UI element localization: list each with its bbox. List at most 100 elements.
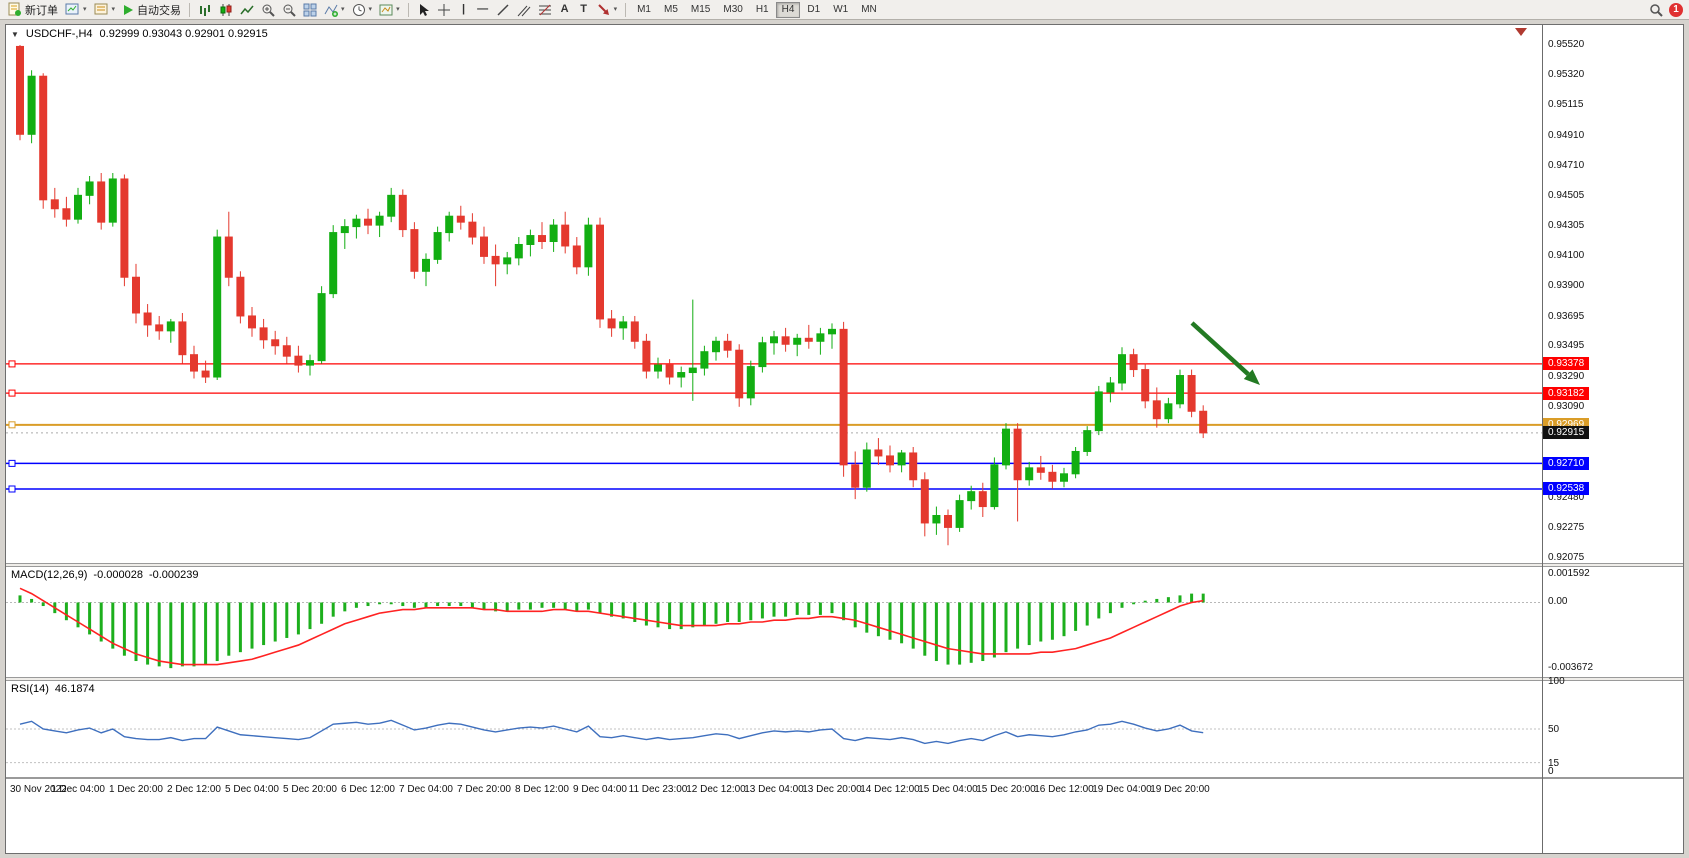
cursor-button[interactable] — [414, 1, 433, 19]
price-axis[interactable]: 0.95520 0.95320 0.95115 0.94910 0.94710 0.945… — [1542, 25, 1683, 853]
candle — [62, 208, 71, 220]
line-chart-icon — [240, 3, 254, 17]
indicators-button[interactable]: ▾ — [321, 1, 348, 19]
candle — [909, 452, 918, 481]
timeframe-m1-button[interactable]: M1 — [631, 2, 657, 18]
timeframe-d1-button[interactable]: D1 — [801, 2, 826, 18]
rsi-axis-label: 100 — [1548, 676, 1565, 687]
vertical-line-tool-button[interactable]: | — [455, 1, 473, 19]
timeframe-h4-button[interactable]: H4 — [775, 1, 801, 18]
pane-splitter[interactable] — [6, 563, 1683, 567]
candle — [712, 340, 720, 353]
candlestick-chart-button[interactable] — [216, 1, 236, 19]
candle — [828, 328, 836, 335]
bar-chart-button[interactable] — [195, 1, 215, 19]
search-button[interactable] — [1646, 1, 1666, 19]
candle — [1152, 400, 1161, 420]
candle — [526, 235, 535, 245]
candle — [364, 218, 372, 226]
line-handle[interactable] — [8, 389, 16, 397]
timeframe-w1-button[interactable]: W1 — [827, 2, 854, 18]
candle — [886, 455, 894, 466]
chevron-down-icon: ▾ — [368, 6, 373, 13]
macd-pane[interactable]: MACD(12,26,9) -0.000028 -0.000239 — [6, 567, 1683, 677]
time-axis-label: 13 Dec 04:00 — [744, 784, 804, 795]
zoom-in-button[interactable] — [258, 1, 278, 19]
trendline-tool-button[interactable] — [493, 1, 513, 19]
line-handle[interactable] — [8, 459, 16, 467]
fibonacci-tool-button[interactable] — [535, 1, 555, 19]
rsi-pane[interactable]: RSI(14) 46.1874 — [6, 681, 1683, 777]
fibonacci-icon — [538, 3, 552, 17]
horizontal-line-tool-button[interactable]: — — [474, 1, 492, 19]
candle — [944, 514, 952, 528]
profiles-button[interactable]: ▾ — [91, 1, 119, 19]
auto-trading-button[interactable]: 自动交易 — [119, 1, 184, 19]
rsi-label-row: RSI(14) 46.1874 — [11, 683, 95, 695]
timeframe-h1-button[interactable]: H1 — [750, 2, 775, 18]
toolbar-separator — [189, 2, 191, 17]
macd-chart[interactable] — [6, 567, 1542, 677]
text-label-tool-button[interactable]: T — [575, 1, 593, 19]
time-axis-label: 19 Dec 20:00 — [1150, 784, 1210, 795]
candle — [1129, 354, 1138, 371]
time-axis[interactable]: 30 Nov 2022 1 Dec 04:00 1 Dec 20:00 2 Dec 1… — [6, 777, 1683, 799]
tile-windows-button[interactable] — [300, 1, 320, 19]
chart-shift-marker[interactable] — [1515, 28, 1527, 36]
line-handle[interactable] — [8, 360, 16, 368]
price-axis-label: 0.94100 — [1548, 250, 1585, 262]
price-tag-support-2: 0.92538 — [1543, 482, 1590, 496]
time-axis-label: 15 Dec 04:00 — [918, 784, 978, 795]
macd-signal-value: -0.000239 — [148, 569, 199, 581]
macd-axis-label: -0.003672 — [1548, 661, 1594, 673]
candle — [456, 215, 465, 223]
timeframe-mn-button[interactable]: MN — [855, 2, 883, 18]
macd-signal-line — [19, 587, 1204, 666]
candlestick-chart[interactable] — [6, 25, 1542, 563]
rsi-indicator-name: RSI(14) — [11, 683, 49, 695]
line-chart-button[interactable] — [237, 1, 257, 19]
line-handle[interactable] — [8, 485, 16, 493]
candle — [1141, 369, 1150, 402]
time-axis-label: 6 Dec 12:00 — [341, 784, 395, 795]
candle — [770, 336, 778, 344]
notification-badge[interactable]: 1 — [1669, 2, 1683, 17]
candle — [1199, 410, 1208, 434]
timeframe-m15-button[interactable]: M15 — [685, 2, 716, 18]
crosshair-button[interactable] — [434, 1, 454, 19]
timeframe-m5-button[interactable]: M5 — [658, 2, 684, 18]
main-chart-pane[interactable]: ▼ USDCHF-,H4 0.92999 0.93043 0.92901 0.9… — [6, 25, 1683, 563]
new-order-button[interactable]: 新订单 — [4, 1, 61, 19]
channel-tool-button[interactable] — [514, 1, 534, 19]
candle — [1094, 391, 1103, 432]
macd-indicator-name: MACD(12,26,9) — [11, 569, 88, 581]
play-icon — [122, 4, 134, 16]
text-tool-button[interactable]: A — [556, 1, 574, 19]
candle — [619, 321, 628, 329]
rsi-chart[interactable] — [6, 681, 1542, 777]
templates-button[interactable]: ▾ — [376, 1, 403, 19]
candle — [213, 236, 222, 378]
trend-arrow[interactable] — [1190, 321, 1250, 376]
candle — [1002, 428, 1010, 466]
line-handle[interactable] — [8, 421, 16, 429]
crosshair-icon — [437, 3, 451, 17]
new-order-icon — [7, 2, 22, 17]
templates-icon — [379, 3, 393, 17]
zoom-out-button[interactable] — [279, 1, 299, 19]
trend-arrow-head[interactable] — [1243, 369, 1260, 385]
clock-icon — [352, 3, 366, 17]
time-axis-label: 1 Dec 04:00 — [51, 784, 105, 795]
collapse-pane-icon[interactable]: ▼ — [11, 29, 19, 39]
period-button[interactable]: ▾ — [349, 1, 376, 19]
pane-splitter[interactable] — [6, 677, 1683, 681]
chart-window-icon — [65, 2, 80, 17]
chart-window: ▼ USDCHF-,H4 0.92999 0.93043 0.92901 0.9… — [5, 24, 1684, 854]
candle — [317, 293, 326, 362]
candle — [967, 491, 976, 502]
chart-window-button[interactable]: ▾ — [62, 1, 90, 19]
timeframe-m30-button[interactable]: M30 — [717, 2, 748, 18]
candle — [398, 194, 407, 231]
time-axis-label: 2 Dec 12:00 — [167, 784, 221, 795]
arrows-tool-button[interactable]: ▾ — [594, 1, 621, 19]
